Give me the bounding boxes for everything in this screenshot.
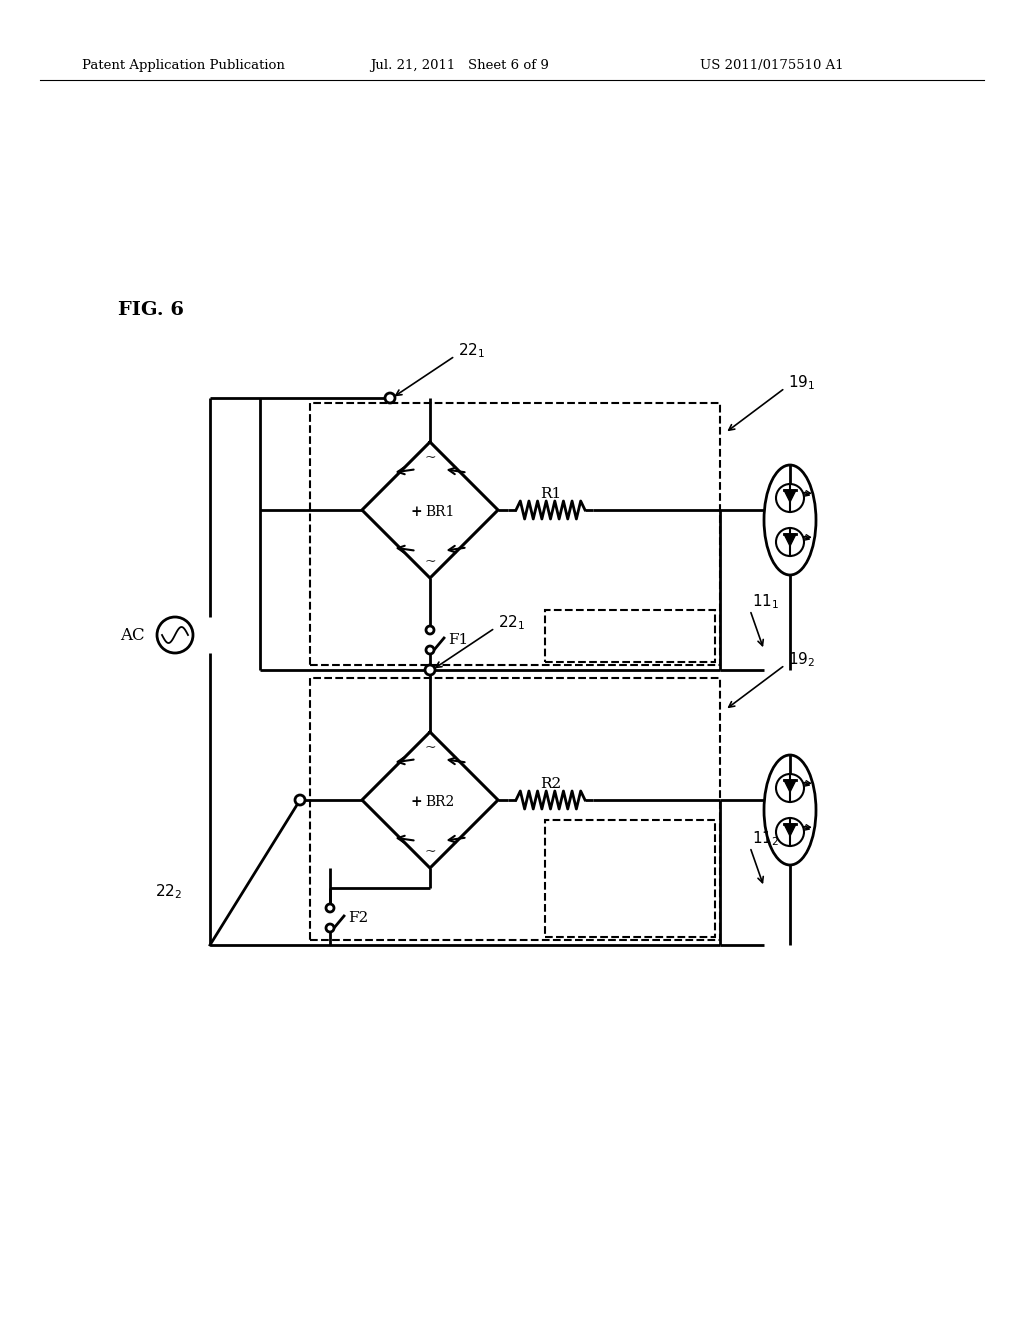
Text: ~: ~ bbox=[424, 741, 436, 755]
Text: $19_1$: $19_1$ bbox=[788, 374, 815, 392]
Text: $19_2$: $19_2$ bbox=[788, 651, 815, 669]
Circle shape bbox=[776, 818, 804, 846]
Text: $22_1$: $22_1$ bbox=[458, 342, 485, 360]
Bar bbox=[310, 678, 720, 940]
Circle shape bbox=[157, 616, 193, 653]
Circle shape bbox=[326, 904, 334, 912]
Text: $11_1$: $11_1$ bbox=[752, 593, 779, 611]
Text: BR1: BR1 bbox=[425, 506, 455, 519]
Text: +: + bbox=[411, 506, 422, 519]
Circle shape bbox=[326, 924, 334, 932]
Circle shape bbox=[776, 528, 804, 556]
Text: $22_1$: $22_1$ bbox=[498, 614, 525, 632]
Text: R2: R2 bbox=[540, 777, 561, 791]
Polygon shape bbox=[784, 824, 796, 836]
Text: FIG. 6: FIG. 6 bbox=[118, 301, 184, 319]
Text: ~: ~ bbox=[424, 554, 436, 569]
Text: $11_2$: $11_2$ bbox=[752, 830, 779, 849]
Text: BR2: BR2 bbox=[425, 795, 455, 809]
Text: AC: AC bbox=[121, 627, 145, 644]
Circle shape bbox=[385, 393, 395, 403]
Text: F1: F1 bbox=[449, 634, 468, 647]
Text: $22_2$: $22_2$ bbox=[155, 883, 182, 902]
Circle shape bbox=[776, 484, 804, 512]
Circle shape bbox=[776, 774, 804, 803]
Circle shape bbox=[295, 795, 305, 805]
Bar bbox=[545, 610, 715, 663]
Text: R1: R1 bbox=[540, 487, 561, 502]
Text: F2: F2 bbox=[348, 911, 369, 925]
Text: +: + bbox=[411, 795, 422, 809]
Bar bbox=[545, 820, 715, 937]
Text: US 2011/0175510 A1: US 2011/0175510 A1 bbox=[700, 59, 844, 73]
Polygon shape bbox=[784, 780, 796, 792]
Circle shape bbox=[426, 626, 434, 634]
Bar bbox=[310, 403, 720, 665]
Text: ~: ~ bbox=[424, 845, 436, 859]
Polygon shape bbox=[784, 490, 796, 502]
Circle shape bbox=[426, 645, 434, 653]
Text: ~: ~ bbox=[424, 451, 436, 465]
Text: Patent Application Publication: Patent Application Publication bbox=[82, 59, 285, 73]
Text: Jul. 21, 2011   Sheet 6 of 9: Jul. 21, 2011 Sheet 6 of 9 bbox=[370, 59, 549, 73]
Polygon shape bbox=[784, 535, 796, 546]
Circle shape bbox=[425, 665, 435, 675]
